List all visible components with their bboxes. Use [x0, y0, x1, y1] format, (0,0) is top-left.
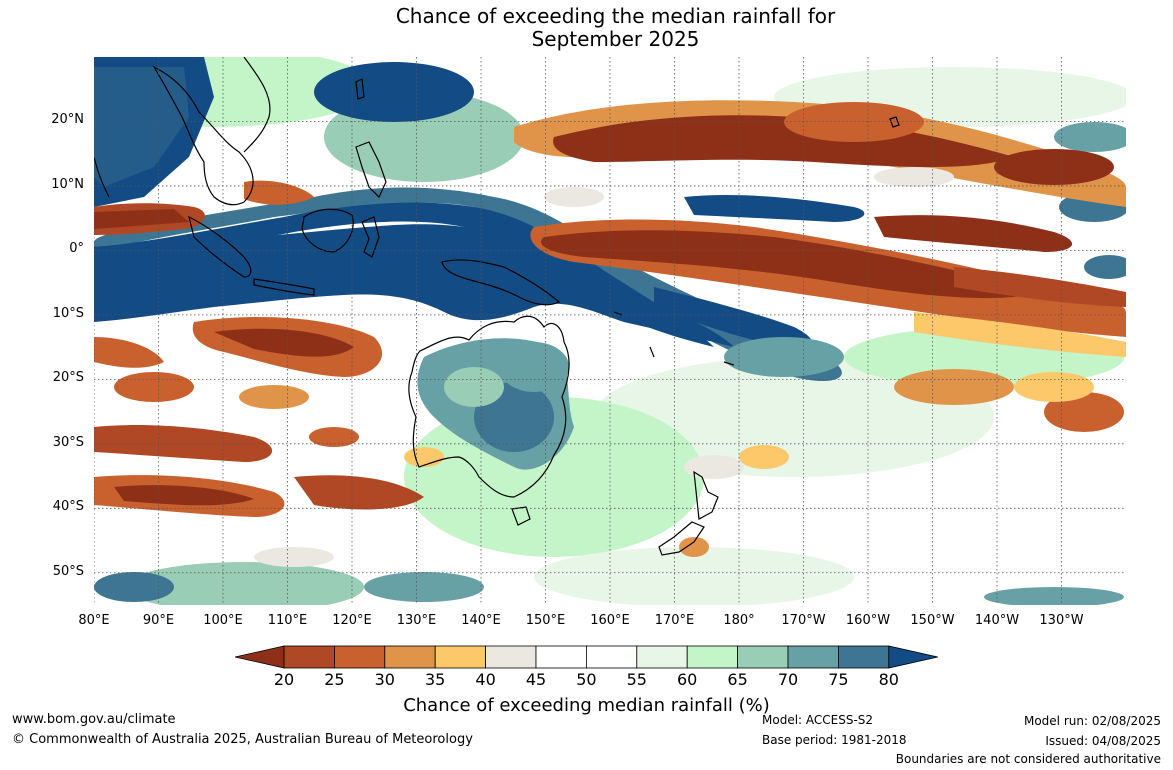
- colorbar-segment: [636, 645, 688, 669]
- colorbar-tick-label: 70: [777, 670, 799, 689]
- longitude-label: 170°W: [781, 613, 826, 628]
- coastlines: [94, 57, 900, 556]
- colorbar-tick-label: 50: [576, 670, 597, 689]
- latitude-label: 30°S: [52, 434, 84, 450]
- colorbar-segment: [787, 645, 839, 669]
- colorbar-extend-high: [888, 645, 938, 669]
- longitude-label: 120°E: [332, 613, 372, 628]
- latitude-label: 50°S: [52, 563, 84, 579]
- colorbar-tick-label: 35: [425, 670, 446, 689]
- colorbar-extend-low: [234, 645, 285, 669]
- model-run: Model run: 02/08/2025: [1023, 714, 1161, 728]
- colorbar-segment: [535, 645, 587, 669]
- colorbar: [234, 645, 938, 669]
- colorbar-tick-label: 75: [828, 670, 849, 689]
- colorbar-segment: [686, 645, 739, 669]
- colorbar-segment: [737, 645, 789, 669]
- longitude-label: 110°E: [267, 613, 308, 628]
- colorbar-tick-label: 40: [475, 670, 496, 689]
- colorbar-tick-label: 20: [273, 670, 295, 689]
- longitude-label: 130°W: [1039, 613, 1084, 628]
- longitude-label: 170°E: [654, 613, 695, 628]
- gridlines: [94, 57, 1126, 605]
- longitude-label: 160°E: [590, 613, 630, 628]
- longitude-label: 160°W: [845, 613, 891, 628]
- issued-date: Issued: 04/08/2025: [1045, 734, 1161, 748]
- longitude-label: 180°: [723, 613, 755, 628]
- colorbar-tick-label: 60: [677, 670, 698, 689]
- title-line-2: September 2025: [531, 27, 700, 51]
- colorbar-segment: [585, 645, 638, 669]
- longitude-label: 140°W: [974, 613, 1020, 628]
- colorbar-segment: [283, 645, 335, 669]
- latitude-label: 0°: [69, 241, 84, 257]
- colorbar-segment: [434, 645, 486, 669]
- rainfall-map: [94, 57, 1126, 605]
- colorbar-tick-label: 80: [878, 670, 899, 689]
- colorbar-segment: [485, 645, 537, 669]
- base-period: Base period: 1981-2018: [762, 733, 907, 747]
- latitude-label: 40°S: [52, 499, 84, 515]
- latitude-label: 20°N: [51, 112, 84, 128]
- colorbar-tick-label: 65: [727, 670, 748, 689]
- title-line-1: Chance of exceeding the median rainfall …: [395, 4, 836, 28]
- colorbar-tick-label: 30: [374, 670, 395, 689]
- colorbar-tick-label: 25: [324, 670, 345, 689]
- colorbar-label: Chance of exceeding median rainfall (%): [403, 695, 770, 716]
- longitude-label: 80°E: [78, 613, 110, 628]
- longitude-label: 100°E: [203, 613, 243, 628]
- colorbar-segment: [838, 645, 890, 669]
- colorbar-segment: [334, 645, 386, 669]
- colorbar-segment: [384, 645, 436, 669]
- latitude-label: 20°S: [52, 370, 84, 386]
- colorbar-tick-label: 55: [626, 670, 647, 689]
- model-name: Model: ACCESS-S2: [762, 713, 874, 727]
- disclaimer: Boundaries are not considered authoritat…: [895, 752, 1161, 766]
- longitude-label: 90°E: [142, 613, 175, 628]
- latitude-label: 10°N: [51, 176, 84, 192]
- longitude-label: 140°E: [461, 613, 501, 628]
- latitude-label: 10°S: [52, 305, 84, 321]
- longitude-label: 150°W: [910, 613, 955, 628]
- longitude-label: 150°E: [525, 613, 566, 628]
- website-link[interactable]: www.bom.gov.au/climate: [12, 712, 176, 727]
- colorbar-tick-label: 45: [525, 670, 547, 689]
- copyright: © Commonwealth of Australia 2025, Austra…: [12, 732, 473, 747]
- longitude-label: 130°E: [396, 613, 437, 628]
- rainfall-field: [94, 57, 1126, 605]
